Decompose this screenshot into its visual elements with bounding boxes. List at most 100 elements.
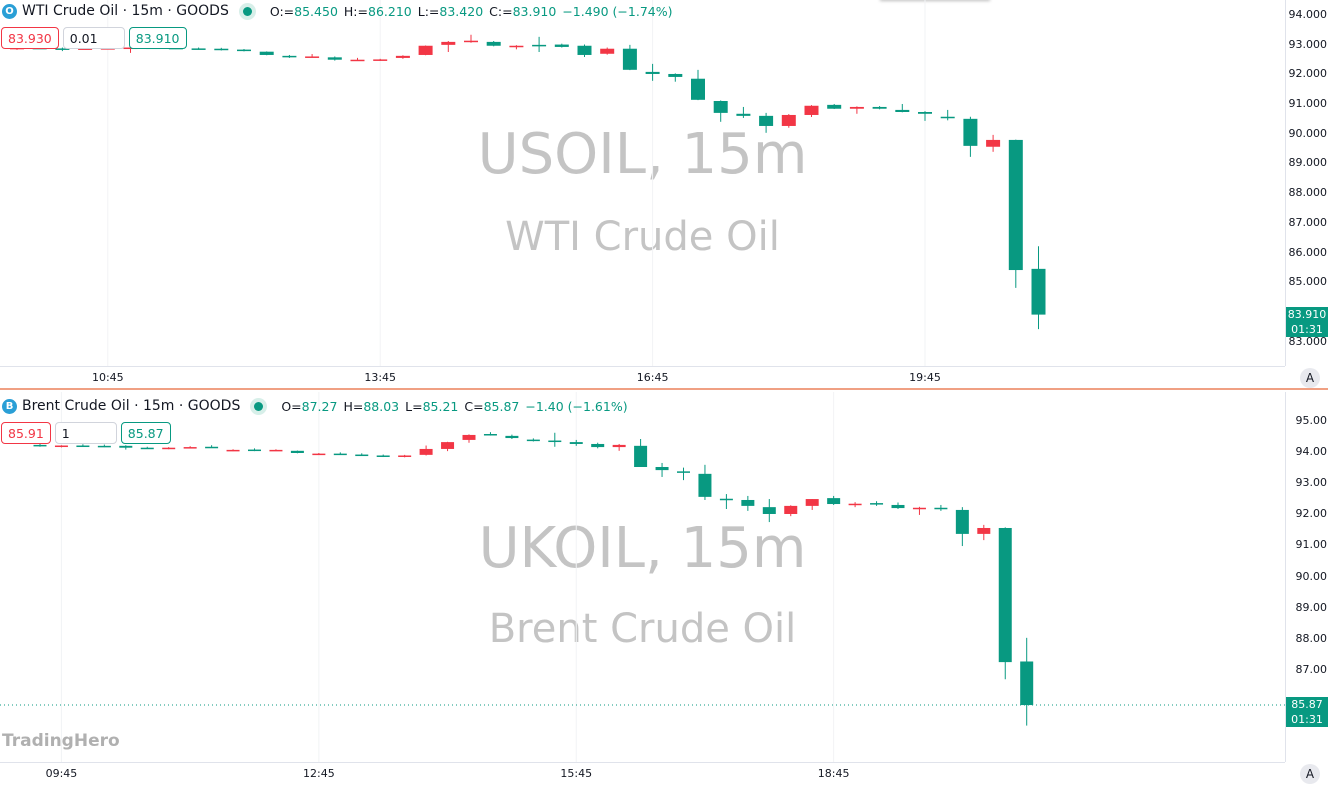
time-axis[interactable]: 09:45 12:45 15:45 18:45 (0, 762, 1285, 785)
candle[interactable] (741, 495, 755, 511)
candle[interactable] (849, 106, 864, 114)
candle[interactable] (719, 494, 733, 510)
candle[interactable] (784, 505, 798, 517)
candle[interactable] (827, 495, 841, 505)
candle[interactable] (333, 452, 347, 456)
symbol-title[interactable]: WTI Crude Oil · 15m · GOODS (22, 3, 229, 19)
candle[interactable] (668, 73, 683, 82)
time-axis[interactable]: 10:45 13:45 16:45 19:45 (0, 366, 1285, 389)
candle[interactable] (486, 40, 501, 47)
candle[interactable] (612, 443, 626, 451)
candle[interactable] (55, 47, 70, 52)
candle[interactable] (1031, 246, 1046, 330)
candle[interactable] (464, 34, 478, 43)
candle[interactable] (418, 45, 433, 56)
usoil-chart-pane[interactable]: USOIL, 15m WTI Crude Oil O WTI Crude Oil… (0, 0, 1328, 366)
candle[interactable] (419, 445, 433, 456)
candle[interactable] (805, 499, 819, 510)
candle[interactable] (205, 445, 219, 449)
candle[interactable] (634, 438, 648, 467)
candle[interactable] (441, 441, 455, 452)
candle[interactable] (282, 54, 297, 58)
candle[interactable] (483, 432, 497, 436)
candle[interactable] (804, 105, 819, 118)
candle[interactable] (698, 464, 712, 500)
candle[interactable] (462, 434, 476, 443)
candle[interactable] (827, 103, 842, 110)
candle[interactable] (509, 45, 524, 50)
candlestick-plot[interactable] (0, 0, 1285, 366)
symbol-logo-icon[interactable]: O (2, 3, 17, 19)
candle[interactable] (269, 449, 283, 452)
candle[interactable] (986, 134, 1001, 152)
candle[interactable] (918, 111, 932, 121)
candle[interactable] (327, 56, 342, 61)
candle[interactable] (373, 58, 388, 61)
candle[interactable] (759, 112, 774, 133)
candle[interactable] (548, 432, 562, 447)
candle[interactable] (259, 51, 274, 56)
candle[interactable] (1020, 637, 1034, 726)
price-axis[interactable]: 95.00 94.00 93.00 92.00 91.00 90.00 89.00 88.00… (1285, 392, 1328, 762)
candle[interactable] (505, 434, 519, 439)
candle[interactable] (140, 446, 154, 450)
candle[interactable] (526, 438, 540, 442)
candle[interactable] (76, 444, 90, 448)
candle[interactable] (162, 447, 176, 450)
candle[interactable] (305, 54, 320, 58)
candle[interactable] (532, 36, 547, 52)
sell-button[interactable]: 85.91 (1, 422, 51, 444)
candle[interactable] (119, 445, 133, 450)
candlestick-plot[interactable] (0, 392, 1285, 762)
candle[interactable] (554, 43, 569, 48)
candle[interactable] (290, 450, 304, 454)
quantity-input[interactable]: 0.01 (62, 27, 125, 49)
price-axis[interactable]: 94.000 93.000 92.000 91.000 90.000 89.000 88.0… (1285, 0, 1328, 366)
candle[interactable] (441, 40, 456, 52)
candle[interactable] (54, 445, 68, 448)
candle[interactable] (977, 524, 991, 541)
buy-button[interactable]: 85.87 (120, 422, 171, 444)
candle[interactable] (998, 527, 1012, 680)
candle[interactable] (736, 106, 751, 118)
candle[interactable] (395, 55, 410, 59)
candle[interactable] (214, 47, 229, 51)
candle[interactable] (872, 106, 887, 110)
quantity-input[interactable]: 1 (54, 422, 117, 444)
candle[interactable] (376, 454, 390, 458)
candle[interactable] (569, 439, 583, 446)
candle[interactable] (655, 462, 669, 477)
candle[interactable] (622, 44, 637, 71)
candle[interactable] (691, 69, 705, 101)
candle[interactable] (677, 467, 690, 481)
auto-scale-button[interactable]: A (1300, 368, 1320, 388)
auto-scale-button[interactable]: A (1300, 764, 1320, 784)
candle[interactable] (248, 448, 261, 452)
buy-button[interactable]: 83.910 (128, 27, 187, 49)
candle[interactable] (762, 499, 776, 523)
candle[interactable] (870, 501, 884, 506)
candle[interactable] (577, 44, 592, 58)
candle[interactable] (955, 507, 969, 547)
candle[interactable] (940, 109, 955, 121)
ukoil-chart-pane[interactable]: UKOIL, 15m Brent Crude Oil B Brent Crude… (0, 392, 1328, 762)
candle[interactable] (312, 452, 326, 456)
candle[interactable] (398, 454, 412, 458)
candle[interactable] (600, 47, 615, 55)
candle[interactable] (963, 116, 978, 157)
candle[interactable] (713, 100, 728, 122)
candle[interactable] (191, 47, 206, 50)
candle[interactable] (183, 446, 197, 449)
candle[interactable] (934, 504, 948, 511)
symbol-title[interactable]: Brent Crude Oil · 15m · GOODS (22, 398, 241, 414)
candle[interactable] (591, 442, 605, 449)
candle[interactable] (1008, 139, 1023, 288)
candle[interactable] (97, 444, 111, 448)
candle[interactable] (645, 63, 660, 81)
candle[interactable] (781, 114, 796, 128)
candle[interactable] (848, 502, 862, 508)
sell-button[interactable]: 83.930 (1, 27, 59, 49)
candle[interactable] (237, 49, 251, 52)
candle[interactable] (226, 449, 240, 452)
pane-separator[interactable] (0, 388, 1328, 390)
